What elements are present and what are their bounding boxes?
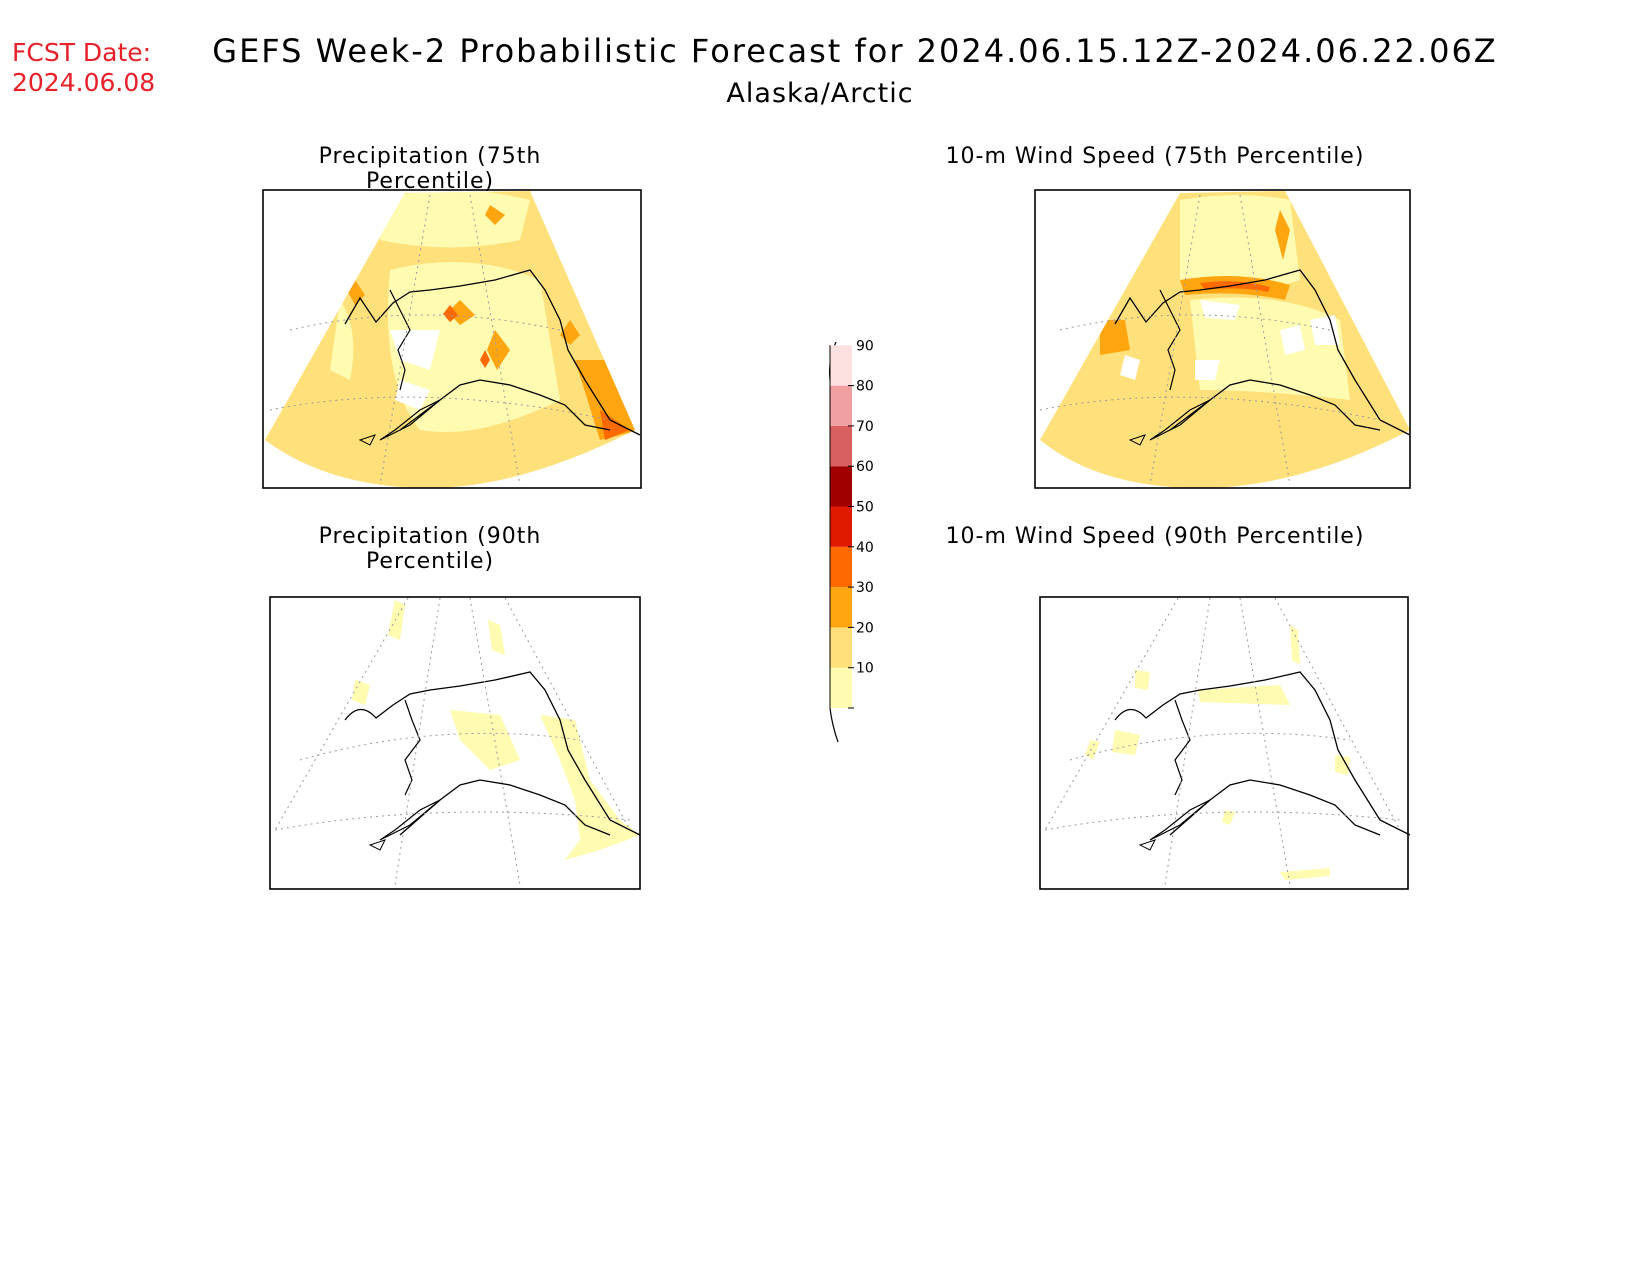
colorbar-label-90: 90: [856, 338, 874, 354]
colorbar-swatch-30: [830, 587, 852, 628]
forecast-date-value: 2024.06.08: [12, 68, 156, 97]
forecast-date-block: FCST Date: 2024.06.08: [12, 38, 155, 98]
colorbar-label-30: 30: [856, 580, 874, 596]
map-panel-precip-90: [269, 596, 641, 890]
colorbar-swatch-20: [830, 627, 852, 668]
map-panel-wind-90: [1039, 596, 1411, 890]
page-title: GEFS Week-2 Probabilistic Forecast for 2…: [212, 32, 1498, 70]
colorbar-label-10: 10: [856, 661, 874, 677]
colorbar-swatch-70: [830, 425, 852, 467]
page-subtitle: Alaska/Arctic: [726, 78, 914, 109]
colorbar-swatch-10: [830, 667, 852, 708]
colorbar: 10 20 30 40 50 60 70 80 90: [829, 338, 874, 743]
panel-title-precip-75: Precipitation (75th Percentile): [318, 144, 542, 194]
colorbar-swatch-80: [830, 385, 852, 426]
map-panel-wind-75: [1034, 189, 1411, 489]
colorbar-swatch-40: [830, 546, 852, 588]
panel-title-wind-75: 10-m Wind Speed (75th Percentile): [945, 144, 1365, 169]
colorbar-label-50: 50: [856, 500, 874, 516]
colorbar-swatch-90: [830, 345, 852, 386]
colorbar-label-70: 70: [856, 419, 874, 435]
panel-title-precip-90: Precipitation (90th Percentile): [318, 524, 542, 574]
panel-title-wind-90: 10-m Wind Speed (90th Percentile): [945, 524, 1365, 549]
colorbar-label-20: 20: [856, 620, 874, 636]
colorbar-label-60: 60: [856, 459, 874, 475]
colorbar-swatch-60: [830, 466, 852, 507]
colorbar-label-80: 80: [856, 379, 874, 395]
colorbar-label-40: 40: [856, 540, 874, 556]
forecast-date-label: FCST Date:: [12, 38, 152, 67]
colorbar-swatch-50: [830, 506, 852, 547]
map-panel-precip-75: [262, 189, 642, 489]
